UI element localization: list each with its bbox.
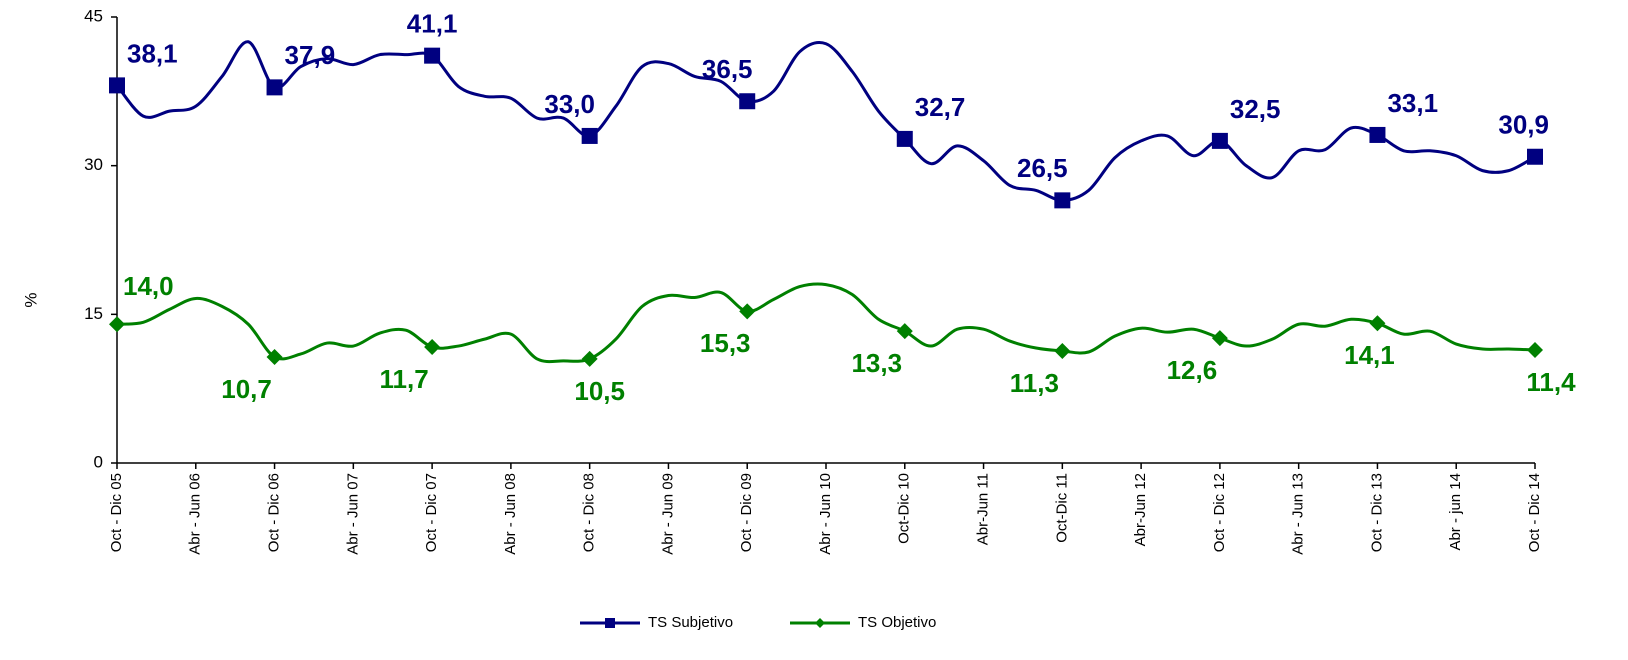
marker (1211, 330, 1228, 347)
y-tick-label: 30 (84, 155, 103, 174)
value-label: 11,7 (380, 364, 429, 394)
marker (424, 47, 441, 64)
marker (109, 77, 125, 94)
marker (739, 93, 756, 110)
value-label: 11,3 (1010, 368, 1059, 398)
x-tick-label: Oct - Dic 12 (1211, 473, 1228, 552)
x-tick-label: Abr - Jun 10 (817, 473, 834, 555)
value-label: 13,3 (851, 348, 902, 378)
marker (581, 350, 598, 367)
value-label: 37,9 (285, 40, 336, 70)
value-label: 38,1 (127, 38, 178, 68)
marker (109, 316, 125, 333)
value-label: 14,0 (123, 271, 174, 301)
x-tick-label: Oct-Dic 10 (896, 473, 913, 544)
marker (1369, 126, 1386, 143)
x-tick-label: Oct - Dic 14 (1526, 473, 1543, 552)
x-tick-label: Oct - Dic 05 (108, 473, 125, 552)
marker (1054, 192, 1071, 209)
value-label: 32,5 (1230, 94, 1281, 124)
x-tick-label: Oct - Dic 13 (1368, 473, 1385, 552)
x-tick-label: Abr - Jun 06 (187, 473, 204, 555)
marker (424, 339, 441, 356)
legend-marker (605, 618, 615, 628)
value-label: 15,3 (700, 328, 751, 358)
x-tick-label: Oct - Dic 06 (266, 473, 283, 552)
value-label: 10,7 (221, 374, 272, 404)
value-label: 10,5 (574, 376, 625, 406)
marker (266, 79, 283, 96)
y-tick-label: 45 (84, 6, 103, 25)
x-tick-label: Abr - Jun 09 (659, 473, 676, 555)
x-tick-label: Abr - Jun 07 (344, 473, 361, 555)
legend-label: TS Subjetivo (648, 614, 733, 631)
marker (739, 303, 756, 320)
y-axis-label: % (21, 292, 40, 307)
legend-label: TS Objetivo (858, 614, 936, 631)
x-tick-label: Oct-Dic 11 (1053, 473, 1070, 543)
value-label: 41,1 (407, 9, 458, 39)
marker (1527, 342, 1543, 359)
x-tick-label: Abr-Jun 11 (975, 473, 992, 545)
marker (266, 348, 283, 365)
value-label: 30,9 (1498, 110, 1549, 140)
x-tick-label: Abr - Jun 13 (1290, 473, 1307, 555)
x-tick-label: Oct - Dic 08 (581, 473, 598, 552)
marker (1211, 132, 1228, 149)
value-label: 33,1 (1387, 88, 1438, 118)
marker (896, 323, 913, 340)
x-tick-label: Abr - jun 14 (1447, 473, 1464, 551)
value-label: 12,6 (1167, 355, 1218, 385)
y-tick-label: 15 (84, 304, 103, 323)
series-line (116, 282, 1536, 364)
value-label: 32,7 (915, 92, 966, 122)
value-label: 36,5 (702, 54, 753, 84)
marker (1369, 315, 1386, 332)
value-label: 33,0 (544, 89, 595, 119)
legend-marker (815, 618, 825, 628)
y-tick-label: 0 (94, 452, 103, 471)
x-tick-label: Oct - Dic 09 (738, 473, 755, 552)
marker (581, 127, 598, 144)
series-line (115, 40, 1536, 202)
value-label: 14,1 (1344, 340, 1395, 370)
marker (1527, 148, 1543, 165)
x-tick-label: Oct - Dic 07 (423, 473, 440, 552)
value-label: 11,4 (1526, 367, 1576, 397)
marker (896, 130, 913, 147)
value-label: 26,5 (1017, 153, 1068, 183)
marker (1054, 343, 1071, 360)
x-tick-label: Abr-Jun 12 (1132, 473, 1149, 546)
x-tick-label: Abr - Jun 08 (502, 473, 519, 555)
